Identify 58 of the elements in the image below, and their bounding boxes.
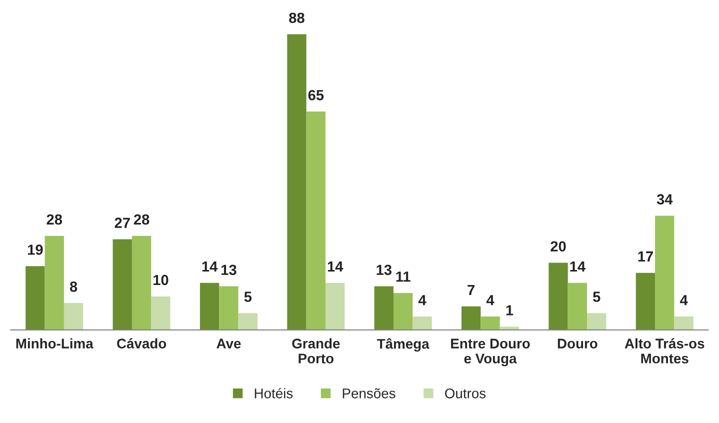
bar (412, 316, 432, 330)
data-label: 11 (396, 272, 410, 282)
data-label: 65 (308, 90, 324, 100)
x-tick-label: Tâmega (377, 338, 430, 352)
data-label: 4 (486, 295, 494, 306)
bar (636, 272, 656, 330)
x-tick-label: Grande Porto (292, 338, 340, 364)
data-label: 14 (202, 262, 218, 272)
bar (132, 236, 152, 330)
data-label: 4 (418, 295, 426, 306)
x-tick-label: Entre Douro e Vouga (451, 338, 530, 366)
bar (480, 316, 500, 330)
bar (674, 316, 694, 330)
data-label: 27 (114, 218, 130, 228)
legend-label: Outros (445, 388, 486, 398)
x-tick-label: Ave (216, 338, 241, 348)
legend-label: Hotéis (254, 388, 293, 398)
data-label: 10 (154, 274, 168, 286)
x-tick-label: Alto Trás-os Montes (624, 338, 704, 364)
data-label: 7 (468, 285, 475, 296)
x-tick-label: Cávado (117, 338, 166, 348)
data-label: 19 (28, 244, 43, 255)
data-label: 34 (656, 194, 673, 204)
data-label: 14 (328, 262, 344, 272)
bar (287, 34, 306, 330)
legend-label: Pensões (342, 388, 396, 398)
bar (568, 282, 588, 330)
data-label: 8 (70, 282, 78, 292)
bar (326, 282, 345, 330)
bar (64, 303, 84, 330)
data-label: 28 (134, 214, 150, 225)
x-tick-label: Douro (558, 338, 598, 348)
bar (112, 239, 132, 330)
data-label: 13 (376, 264, 392, 276)
data-label: 17 (638, 251, 653, 262)
data-label: 5 (244, 292, 252, 302)
bar (655, 216, 674, 330)
bar (462, 306, 481, 330)
data-label: 14 (570, 262, 586, 272)
bar (44, 236, 64, 330)
data-label: 1 (506, 305, 514, 316)
data-label: 5 (593, 292, 600, 302)
bar (238, 313, 258, 330)
bar (200, 282, 220, 330)
bar (374, 286, 394, 330)
data-label: 20 (550, 241, 566, 252)
bar (219, 286, 238, 330)
data-label: 4 (680, 295, 688, 306)
bar (548, 262, 568, 330)
data-label: 13 (222, 264, 236, 276)
bar (587, 313, 606, 330)
x-tick-label: Minho-Lima (16, 338, 94, 348)
bar (306, 112, 326, 330)
data-label: 88 (289, 12, 304, 24)
bar (151, 296, 170, 330)
bar (26, 266, 45, 330)
data-label: 28 (46, 214, 62, 225)
bar (394, 292, 413, 330)
